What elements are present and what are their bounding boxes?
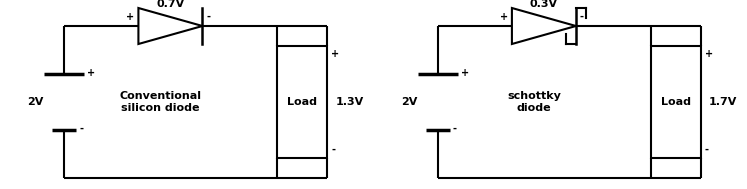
Text: -: - xyxy=(580,12,584,22)
Text: -: - xyxy=(332,145,335,155)
Text: 2V: 2V xyxy=(28,97,44,107)
Text: Conventional
silicon diode: Conventional silicon diode xyxy=(120,91,202,113)
Text: Load: Load xyxy=(661,97,691,107)
Bar xyxy=(651,46,701,158)
Bar xyxy=(277,46,327,158)
Text: +: + xyxy=(332,49,340,59)
Text: 1.3V: 1.3V xyxy=(335,97,364,107)
Text: -: - xyxy=(79,124,84,134)
Text: -: - xyxy=(453,124,457,134)
Text: Load: Load xyxy=(288,97,317,107)
Text: -: - xyxy=(206,12,211,22)
Text: +: + xyxy=(500,12,508,22)
Text: 0.7V: 0.7V xyxy=(156,0,185,9)
Text: -: - xyxy=(300,186,305,189)
Text: -: - xyxy=(674,186,678,189)
Text: schottky
diode: schottky diode xyxy=(507,91,561,113)
Text: 0.3V: 0.3V xyxy=(530,0,558,9)
Text: 1.7V: 1.7V xyxy=(709,97,737,107)
Text: -: - xyxy=(705,145,709,155)
Text: +: + xyxy=(126,12,134,22)
Text: +: + xyxy=(705,49,713,59)
Text: 2V: 2V xyxy=(401,97,418,107)
Text: +: + xyxy=(461,68,469,78)
Text: +: + xyxy=(87,68,96,78)
